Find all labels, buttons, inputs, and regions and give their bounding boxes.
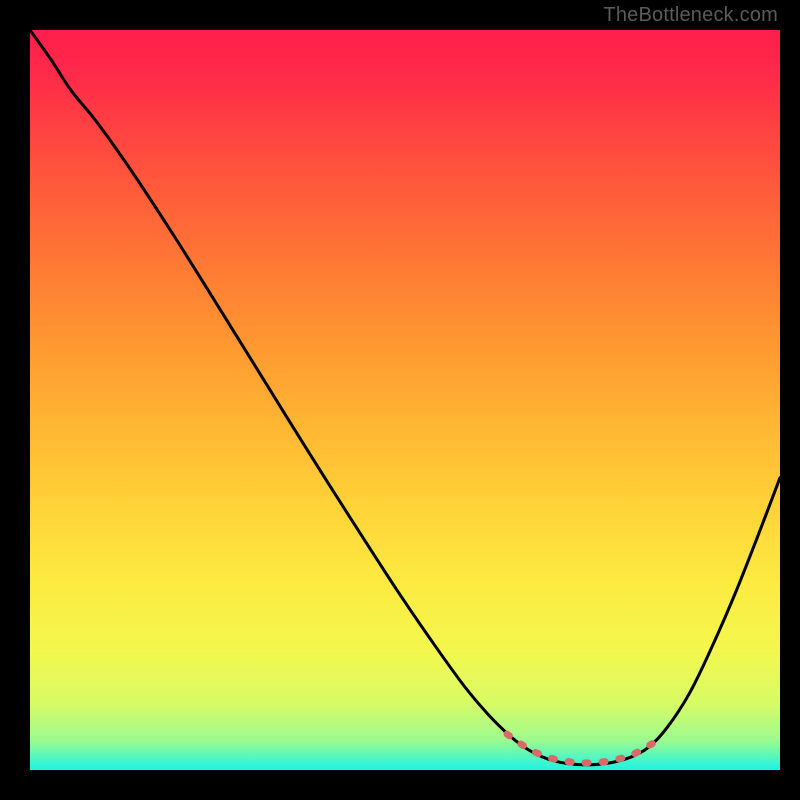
main-curve [30, 30, 780, 765]
plot-area [30, 30, 780, 770]
watermark-text: TheBottleneck.com [603, 4, 778, 27]
curve-layer [30, 30, 780, 770]
plot-frame [0, 0, 800, 800]
